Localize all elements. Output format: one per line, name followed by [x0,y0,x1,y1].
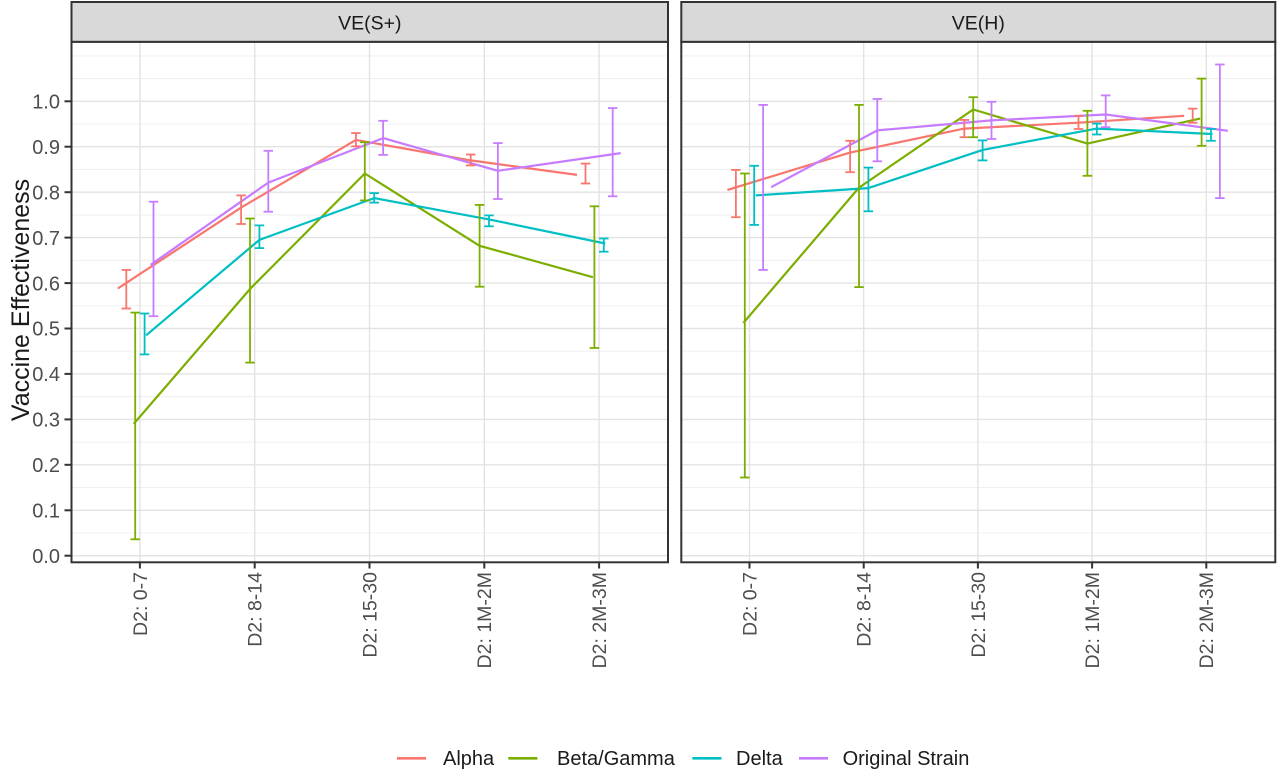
svg-text:0.1: 0.1 [32,501,60,523]
svg-text:D2: 2M-3M: D2: 2M-3M [589,572,611,668]
svg-text:D2: 8-14: D2: 8-14 [854,572,876,647]
svg-text:Alpha: Alpha [443,748,495,770]
svg-text:0.0: 0.0 [32,546,60,568]
svg-text:1.0: 1.0 [32,92,60,114]
svg-text:D2: 8-14: D2: 8-14 [245,572,267,647]
svg-text:0.5: 0.5 [32,319,60,341]
svg-text:0.2: 0.2 [32,455,60,477]
svg-text:0.9: 0.9 [32,137,60,159]
svg-text:D2: 0-7: D2: 0-7 [130,572,152,636]
svg-text:0.8: 0.8 [32,182,60,204]
svg-text:D2: 2M-3M: D2: 2M-3M [1196,572,1218,668]
svg-text:VE(S+): VE(S+) [338,13,401,35]
svg-text:Beta/Gamma: Beta/Gamma [557,748,676,770]
svg-text:D2: 15-30: D2: 15-30 [968,572,990,658]
svg-text:D2: 0-7: D2: 0-7 [739,572,761,636]
svg-text:0.6: 0.6 [32,273,60,295]
svg-text:Vaccine Effectiveness: Vaccine Effectiveness [7,179,35,421]
svg-text:0.4: 0.4 [32,364,60,386]
svg-text:Delta: Delta [736,748,784,770]
svg-text:D2: 1M-2M: D2: 1M-2M [474,572,496,668]
svg-text:D2: 15-30: D2: 15-30 [359,572,381,658]
svg-text:Original Strain: Original Strain [843,748,970,770]
svg-text:D2: 1M-2M: D2: 1M-2M [1082,572,1104,668]
svg-text:0.3: 0.3 [32,410,60,432]
svg-text:0.7: 0.7 [32,228,60,250]
svg-text:VE(H): VE(H) [952,13,1005,35]
